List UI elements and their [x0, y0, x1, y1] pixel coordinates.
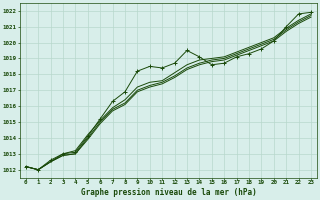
X-axis label: Graphe pression niveau de la mer (hPa): Graphe pression niveau de la mer (hPa): [81, 188, 256, 197]
